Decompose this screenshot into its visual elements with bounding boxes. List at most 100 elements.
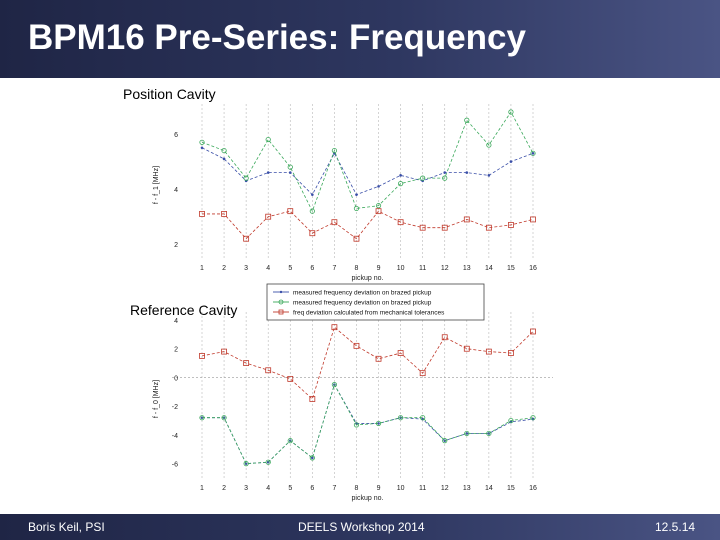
chart-1-series-2-point: [442, 175, 448, 181]
legend-box: [266, 283, 485, 321]
chart-2-series-3-point: [221, 348, 227, 355]
chart-2-series-1-point: [311, 456, 314, 460]
chart-2-series-2-point: [442, 438, 448, 444]
chart-2-series-3-point: [199, 353, 205, 359]
chart-1-series-3-point: [331, 219, 338, 226]
chart-1-series-1-point: [531, 152, 535, 155]
legend-entry: measured frequency deviation on brazed p…: [293, 290, 432, 297]
chart-1-series-1-point: [222, 157, 226, 161]
chart-2-x-tick: 5: [288, 485, 292, 492]
chart-2-series-3-point: [353, 342, 360, 349]
chart-1-y-tick: 4: [174, 187, 178, 194]
chart-2-x-tick: 9: [377, 485, 381, 492]
chart-2-x-tick: 10: [397, 485, 405, 492]
chart-2-series-2-point: [375, 420, 382, 427]
chart-1-series-3-point: [485, 224, 492, 231]
chart-2-series-3-point: [375, 355, 382, 362]
chart-2-series-2-point: [331, 382, 337, 388]
chart-1-x-tick: 6: [310, 265, 314, 272]
chart-1-series-1-point: [509, 160, 513, 163]
chart-2-series-2-point: [353, 422, 360, 428]
chart-2-y-tick: -4: [172, 433, 178, 440]
chart-1-series-2-point: [530, 150, 536, 156]
chart-1-series-1-point: [266, 171, 270, 174]
chart-2-series-1-line: [202, 383, 534, 465]
chart-2-x-tick: 1: [200, 485, 204, 492]
chart-2-x-tick: 2: [222, 485, 226, 492]
chart-1-series-2-point: [309, 208, 315, 214]
chart-1-y-label: f - f_1 [MHz]: [153, 166, 160, 204]
chart-1-series-2-point: [221, 147, 227, 154]
chart-2-series-2-point: [486, 430, 492, 437]
chart-1-series-1-point: [443, 171, 447, 174]
chart-2-series-3-point: [331, 324, 338, 331]
chart-2-series-2-point: [221, 415, 227, 421]
chart-2-series-2-point: [508, 417, 514, 424]
chart-2-title: Reference Cavity: [130, 302, 238, 318]
chart-2-series-2-point: [420, 415, 426, 421]
chart-2-x-label: pickup no.: [352, 495, 384, 502]
chart-2-x-tick: 11: [419, 485, 426, 492]
chart-2-series-1-point: [377, 422, 380, 425]
chart-1-x-label: pickup no.: [352, 275, 384, 282]
chart-1-series-1-point: [465, 171, 469, 174]
chart-1-series-2-point: [375, 203, 382, 209]
slide-header: BPM16 Pre-Series: Frequency: [0, 0, 720, 78]
chart-1-series-3-point: [353, 235, 360, 242]
chart-2-x-tick: 3: [244, 485, 248, 492]
chart-1-series-1-point: [487, 174, 491, 177]
slide-footer: Boris Keil, PSI DEELS Workshop 2014 12.5…: [0, 514, 720, 540]
chart-1-series-3-point: [265, 213, 272, 220]
chart-2-series-3-point: [243, 360, 250, 366]
legend-marker: [278, 309, 284, 315]
chart-2-y-tick: -6: [172, 462, 178, 469]
chart-1-series-2-point: [397, 181, 404, 187]
chart-1-series-1-point: [355, 193, 358, 196]
chart-1-series-2-point: [486, 142, 492, 148]
chart-1-series-2-point: [287, 164, 293, 170]
chart-2-series-1-point: [465, 432, 469, 435]
chart-1-series-2-point: [508, 109, 514, 115]
chart-1-title: Position Cavity: [123, 86, 216, 102]
chart-1-series-2-point: [353, 205, 360, 212]
chart-2-x-tick: 6: [310, 485, 314, 492]
chart-1-x-tick: 2: [222, 265, 226, 272]
chart-2-series-3-point: [463, 345, 470, 352]
chart-2-series-3-point: [397, 350, 404, 356]
chart-1-x-tick: 1: [200, 265, 204, 272]
chart-2-y-label: f - f_0 [MHz]: [153, 380, 160, 418]
chart-1-series-3-point: [463, 216, 470, 223]
chart-2-series-2-point: [199, 415, 205, 421]
chart-1-series-3-point: [419, 224, 426, 231]
chart-1-x-tick: 14: [485, 265, 493, 272]
chart-1-x-tick: 4: [266, 265, 270, 272]
chart-2-series-2-point: [530, 415, 536, 421]
chart-1-series-3-point: [375, 208, 382, 215]
chart-1-series-2-point: [331, 147, 337, 154]
chart-1-series-3-point: [309, 230, 316, 237]
chart-2-x-tick: 13: [463, 485, 471, 492]
chart-1-series-1-point: [288, 171, 292, 174]
chart-2-x-tick: 16: [529, 485, 537, 492]
chart-1-series-2-point: [199, 139, 205, 145]
chart-1-x-tick: 12: [441, 265, 449, 272]
chart-2-y-tick: -2: [172, 404, 178, 411]
chart-2-series-3-point: [441, 334, 448, 341]
chart-1-series-3-line: [202, 210, 534, 240]
chart-2-series-3-point: [508, 350, 514, 356]
chart-1-y-tick: 6: [174, 132, 178, 139]
chart-2-series-3-line: [201, 326, 534, 400]
slide-title: BPM16 Pre-Series: Frequency: [28, 18, 526, 57]
chart-2-series-2-point: [309, 455, 315, 461]
chart-2-series-2-point: [464, 430, 470, 437]
chart-1-x-tick: 7: [332, 265, 336, 272]
chart-2-x-tick: 8: [355, 485, 359, 492]
chart-1-series-3-point: [508, 222, 514, 228]
legend-marker: [278, 299, 284, 305]
chart-1-series-2-point: [265, 136, 271, 143]
legend-marker: [279, 290, 283, 294]
footer-date: 12.5.14: [655, 520, 696, 534]
legend-entry: measured frequency deviation on brazed p…: [293, 300, 432, 307]
chart-1-series-2-point: [464, 117, 470, 123]
